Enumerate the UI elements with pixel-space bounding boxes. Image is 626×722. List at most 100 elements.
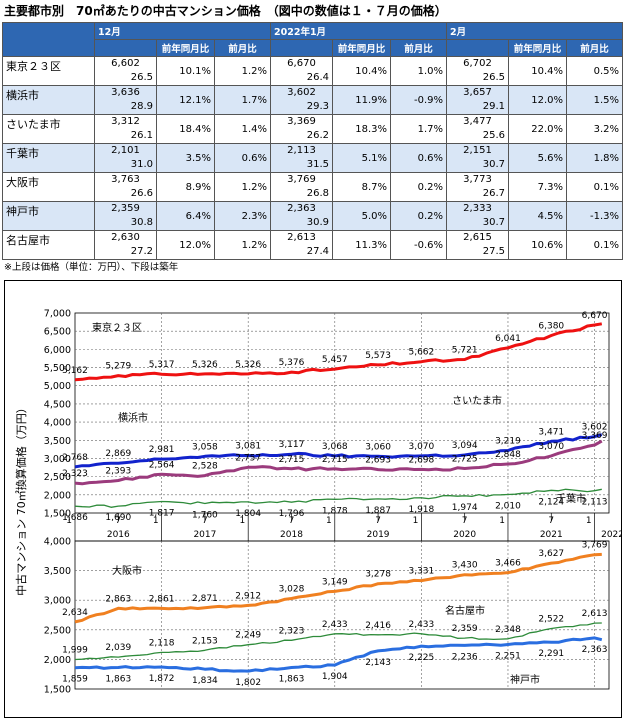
price-age-cell: 3,763 26.6 (94, 172, 157, 202)
price-age-cell: 6,670 26.4 (270, 56, 333, 86)
data-label: 2,634 (62, 608, 88, 618)
data-label: 3,081 (235, 442, 261, 452)
data-label: 2,124 (538, 497, 564, 507)
price-value: 3,602 (287, 87, 316, 98)
x-month-label: 7 (202, 516, 208, 526)
y-tick-label: 4,000 (44, 537, 71, 548)
table-row: 大阪市 3,763 26.6 8.9% 1.2% 3,769 26.8 8.7% 0.2% 3,7… (2, 172, 623, 202)
mom-cell: 1.7% (214, 85, 271, 115)
price-age-cell: 2,101 31.0 (94, 143, 157, 173)
city-cell: 千葉市 (2, 143, 95, 173)
data-label: 2,225 (408, 653, 434, 663)
price-value: 3,773 (463, 174, 492, 185)
y-tick-label: 3,000 (44, 454, 71, 465)
age-value: 31.5 (306, 159, 329, 170)
mom-header: 前月比 (390, 39, 447, 57)
data-label: 2,715 (279, 455, 305, 465)
data-label: 5,162 (62, 366, 88, 376)
price-age-cell: 2,363 30.9 (270, 201, 333, 231)
data-label: 1,974 (452, 503, 478, 513)
price-value: 3,769 (287, 174, 316, 185)
data-label: 3,070 (538, 442, 564, 452)
age-value: 26.5 (130, 72, 153, 83)
age-value: 30.7 (482, 217, 505, 228)
mom-cell: 1.0% (390, 56, 447, 86)
mom-cell: -0.9% (390, 85, 447, 115)
series-line (74, 433, 603, 469)
price-age-cell: 2,615 27.5 (446, 230, 509, 260)
yoy-cell: 11.9% (332, 85, 391, 115)
period-header: 2月 (446, 22, 623, 40)
data-label: 2,251 (495, 652, 521, 662)
data-label: 5,376 (279, 358, 305, 368)
price-value: 3,636 (111, 87, 140, 98)
data-label: 5,721 (452, 346, 478, 356)
table-subheader-row: 前年同月比 前月比 前年同月比 前月比 前年同月比 前月比 (3, 39, 623, 57)
yoy-cell: 12.0% (156, 230, 215, 260)
data-label: 3,278 (365, 570, 391, 580)
series-line (74, 322, 603, 382)
data-label: 2,113 (582, 498, 608, 508)
series-line (74, 636, 603, 673)
price-value: 3,312 (111, 116, 140, 127)
yoy-cell: 3.5% (156, 143, 215, 173)
y-tick-label: 6,000 (44, 345, 71, 356)
yoy-cell: 12.1% (156, 85, 215, 115)
data-label: 2,433 (322, 620, 348, 630)
data-label: 1,887 (365, 506, 391, 516)
x-year-label: 2021 (540, 530, 563, 540)
yoy-cell: 10.6% (508, 230, 567, 260)
data-label: 2,715 (322, 455, 348, 465)
page-title: 主要都市別 70㎡あたりの中古マンション価格 （図中の数値は１・７月の価格） (4, 4, 447, 18)
x-month-label: 1 (413, 516, 419, 526)
x-month-label: 7 (548, 516, 554, 526)
data-label: 3,219 (495, 436, 521, 446)
x-year-label: 2017 (193, 530, 216, 540)
mom-cell: 0.1% (566, 172, 623, 202)
data-label: 5,279 (105, 362, 131, 372)
series-name-label: 大阪市 (112, 564, 142, 577)
data-label: 3,769 (582, 541, 608, 551)
data-label: 5,317 (149, 360, 175, 370)
mom-cell: 1.4% (214, 114, 271, 144)
mom-header: 前月比 (566, 39, 623, 57)
y-tick-label: 2,500 (44, 625, 71, 636)
price-value: 2,101 (111, 145, 140, 156)
price-value: 2,363 (287, 203, 316, 214)
blank-subheader (94, 39, 157, 57)
age-value: 26.4 (306, 72, 329, 83)
price-value: 6,602 (111, 58, 140, 69)
mom-cell: -0.6% (390, 230, 447, 260)
series-line (74, 622, 602, 661)
data-label: 3,117 (279, 440, 305, 450)
mom-cell: 1.5% (566, 85, 623, 115)
city-cell: 大阪市 (2, 172, 95, 202)
table-header-row: 12月 2022年1月 2月 (2, 22, 623, 57)
period-header: 12月 (94, 22, 271, 40)
data-label: 2,416 (365, 621, 391, 631)
data-label: 3,094 (452, 441, 478, 451)
data-label: 3,068 (322, 442, 348, 452)
series-name-label: 神戸市 (510, 673, 540, 686)
data-label: 2,323 (62, 469, 88, 479)
age-value: 26.5 (482, 72, 505, 83)
data-label: 2,848 (495, 450, 521, 460)
x-year-label: 2022 (601, 530, 621, 540)
data-label: 1,878 (322, 506, 348, 516)
data-label: 2,323 (279, 626, 305, 636)
price-value: 3,657 (463, 87, 492, 98)
data-label: 1,918 (408, 505, 434, 515)
y-tick-label: 5,000 (44, 381, 71, 392)
mom-cell: 1.7% (390, 114, 447, 144)
price-age-cell: 3,773 26.7 (446, 172, 509, 202)
series-name-label: 横浜市 (118, 411, 148, 424)
data-label: 2,768 (62, 453, 88, 463)
data-label: 3,602 (582, 423, 608, 433)
data-label: 2,249 (235, 631, 261, 641)
data-label: 2,613 (582, 609, 608, 619)
yoy-cell: 8.9% (156, 172, 215, 202)
table-note: ※上段は価格（単位：万円）、下段は築年 (4, 262, 179, 273)
data-label: 2,359 (452, 624, 478, 634)
price-value: 2,113 (287, 145, 316, 156)
data-label: 3,369 (582, 431, 608, 441)
